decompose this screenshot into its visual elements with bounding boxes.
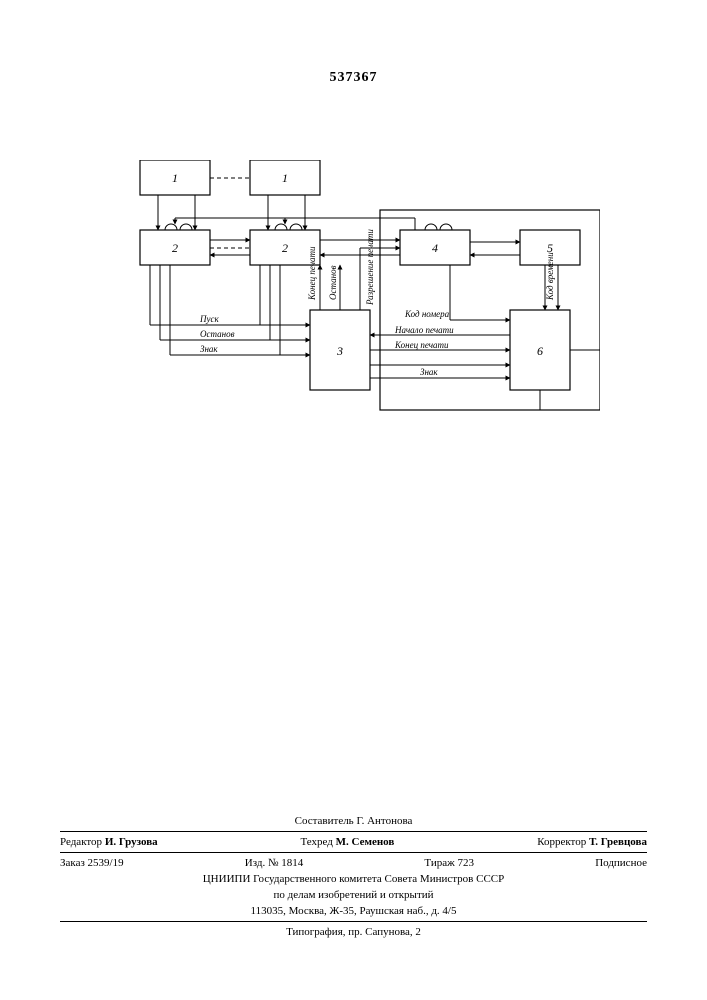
printer: Типография, пр. Сапунова, 2 <box>60 924 647 940</box>
svg-text:Код времени: Код времени <box>545 252 555 301</box>
svg-text:Начало печати: Начало печати <box>394 325 454 335</box>
svg-text:Конец печати: Конец печати <box>394 340 449 350</box>
svg-text:Пуск: Пуск <box>199 314 219 324</box>
svg-text:2: 2 <box>282 241 288 255</box>
compiler-line: Составитель Г. Антонова <box>60 813 647 829</box>
svg-text:Конец печати: Конец печати <box>307 246 317 301</box>
divider <box>60 921 647 922</box>
print-row: Заказ 2539/19 Изд. № 1814 Тираж 723 Подп… <box>60 855 647 871</box>
svg-text:Разрешение печати: Разрешение печати <box>365 229 375 306</box>
page: 537367 1 1 2 <box>0 0 707 1000</box>
block-diagram: 1 1 2 2 3 4 5 <box>100 160 600 440</box>
svg-text:1: 1 <box>172 171 178 185</box>
credits-row: Редактор И. Грузова Техред М. Семенов Ко… <box>60 834 647 850</box>
svg-text:Останов: Останов <box>200 329 235 339</box>
divider <box>60 831 647 832</box>
org2: по делам изобретений и открытий <box>60 887 647 903</box>
podpisnoe: Подписное <box>595 857 647 869</box>
izd: Изд. № 1814 <box>245 857 303 869</box>
svg-text:Знак: Знак <box>200 344 218 354</box>
patent-number: 537367 <box>0 70 707 86</box>
block-1b: 1 <box>250 160 320 195</box>
divider <box>60 852 647 853</box>
svg-text:1: 1 <box>282 171 288 185</box>
svg-text:Код номера: Код номера <box>404 309 450 319</box>
order: Заказ 2539/19 <box>60 857 124 869</box>
tirazh: Тираж 723 <box>424 857 474 869</box>
svg-text:Останов: Останов <box>328 265 338 300</box>
techred: Техред М. Семенов <box>301 836 395 848</box>
svg-text:2: 2 <box>172 241 178 255</box>
address: 113035, Москва, Ж-35, Раушская наб., д. … <box>60 903 647 919</box>
svg-text:4: 4 <box>432 241 438 255</box>
svg-text:Знак: Знак <box>420 367 438 377</box>
block-3: 3 <box>310 310 370 390</box>
svg-text:3: 3 <box>336 344 343 358</box>
block-2a: 2 <box>140 230 210 265</box>
svg-text:6: 6 <box>537 344 543 358</box>
editor: Редактор И. Грузова <box>60 836 158 848</box>
block-6: 6 <box>510 310 570 390</box>
block-1a: 1 <box>140 160 210 195</box>
corrector: Корректор Т. Гревцова <box>537 836 647 848</box>
diagram-svg: 1 1 2 2 3 4 5 <box>100 160 600 440</box>
footer: Составитель Г. Антонова Редактор И. Груз… <box>60 813 647 940</box>
org1: ЦНИИПИ Государственного комитета Совета … <box>60 871 647 887</box>
block-4: 4 <box>400 230 470 265</box>
